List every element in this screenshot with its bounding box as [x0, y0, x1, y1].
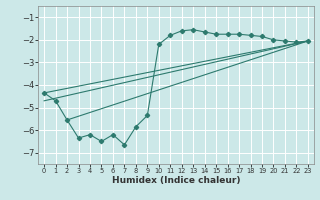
X-axis label: Humidex (Indice chaleur): Humidex (Indice chaleur)	[112, 176, 240, 185]
